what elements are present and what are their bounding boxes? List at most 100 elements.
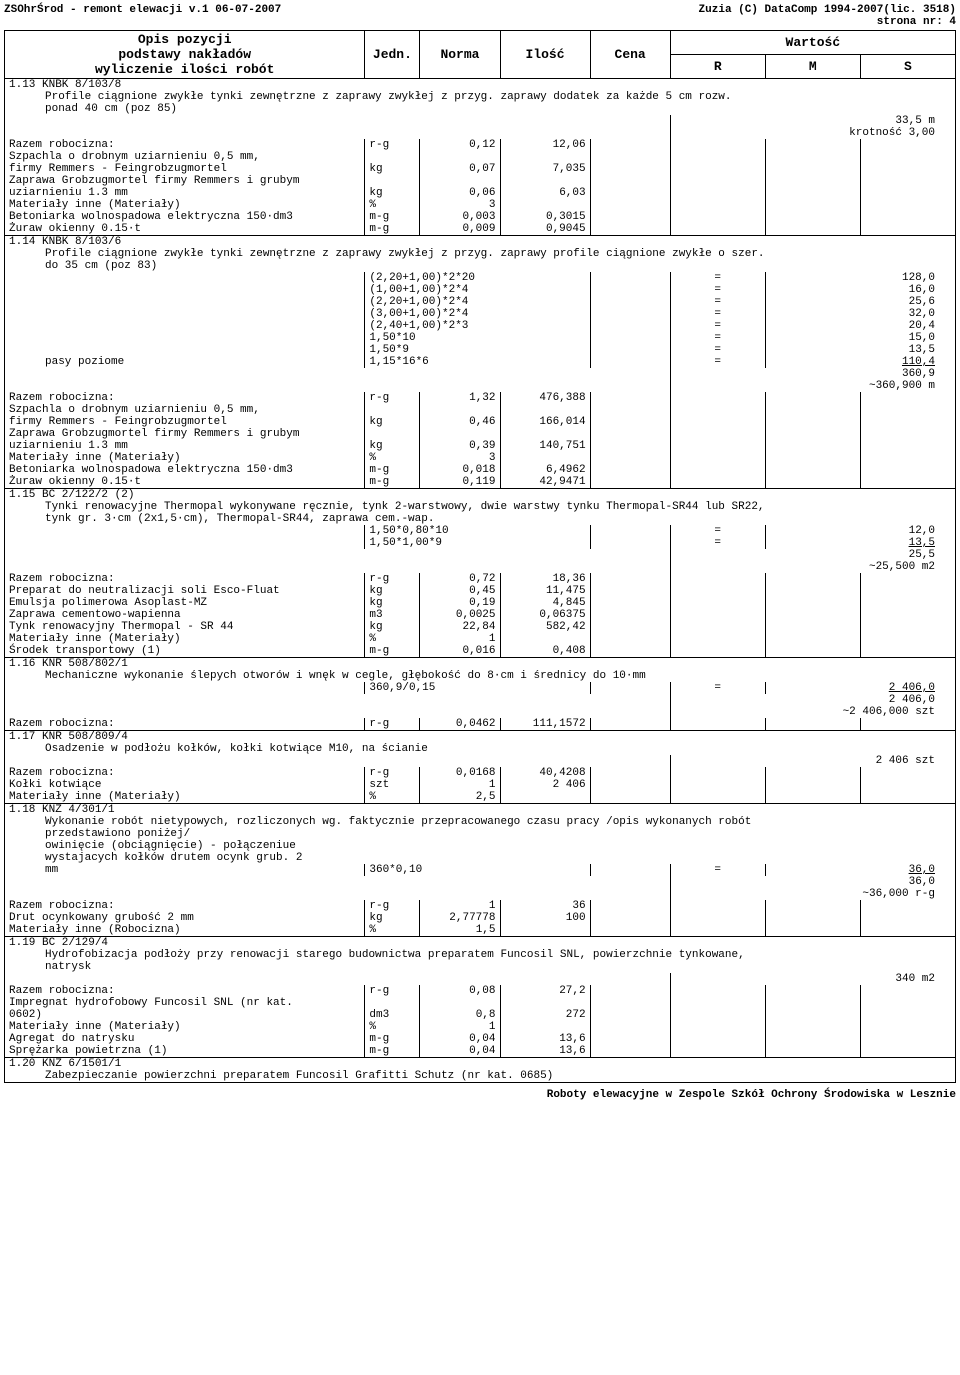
row-unit: kg xyxy=(365,621,420,633)
table-row: Materiały inne (Materiały)%1 xyxy=(5,1021,956,1033)
row-qty: 11,475 xyxy=(500,585,590,597)
s114-sum2: ~360,900 m xyxy=(670,380,955,392)
row-unit: m-g xyxy=(365,211,420,223)
row-label: firmy Remmers - Feingrobzugmortel xyxy=(5,163,365,175)
calc-result: 110,4 xyxy=(765,356,955,368)
row-label: Tynk renowacyjny Thermopal - SR 44 xyxy=(5,621,365,633)
row-unit: r-g xyxy=(365,767,420,779)
row-label: Agregat do natrysku xyxy=(5,1033,365,1045)
row-norma: 3 xyxy=(420,452,500,464)
row-qty: 166,014 xyxy=(500,416,590,428)
calc-result: 13,5 xyxy=(765,344,955,356)
table-row: Zaprawa cementowo-wapiennam30,00250,0637… xyxy=(5,609,956,621)
table-row: Emulsja polimerowa Asoplast-MZkg0,194,84… xyxy=(5,597,956,609)
s113-val: 33,5 m xyxy=(670,115,955,127)
s113-desc2: ponad 40 cm (poz 85) xyxy=(5,103,956,115)
row-unit: szt xyxy=(365,779,420,791)
top-bar: ZSOhrŚrod - remont elewacji v.1 06-07-20… xyxy=(4,4,956,28)
s114-code: 1.14 KNBK 8/103/6 xyxy=(5,236,956,249)
row-norma: 1,32 xyxy=(420,392,500,404)
row-label: uziarnieniu 1.3 mm xyxy=(5,440,365,452)
row-unit: m-g xyxy=(365,645,420,658)
row-label: Zaprawa Grobzugmortel firmy Remmers i gr… xyxy=(5,175,365,187)
row-norma xyxy=(420,997,500,1009)
row-qty: 111,1572 xyxy=(500,718,590,731)
calc-label: pasy poziome xyxy=(5,356,365,368)
calc-label xyxy=(5,308,365,320)
row-norma: 0,19 xyxy=(420,597,500,609)
row-qty: 18,36 xyxy=(500,573,590,585)
row-qty xyxy=(500,199,590,211)
calc-result: 32,0 xyxy=(765,308,955,320)
row-unit: kg xyxy=(365,585,420,597)
table-row: Żuraw okienny 0.15·tm-g0,11942,9471 xyxy=(5,476,956,489)
row-norma: 1 xyxy=(420,900,500,912)
row-unit: kg xyxy=(365,597,420,609)
calc-row: 1,50*0,80*10=12,0 xyxy=(5,525,956,537)
calc-formula: 1,50*1,00*9 xyxy=(365,537,590,549)
calc-eq: = xyxy=(670,356,765,368)
table-row: Żuraw okienny 0.15·tm-g0,0090,9045 xyxy=(5,223,956,236)
table-row: Impregnat hydrofobowy Funcosil SNL (nr k… xyxy=(5,997,956,1009)
calc-row: (1,00+1,00)*2*4=16,0 xyxy=(5,284,956,296)
row-label: Materiały inne (Materiały) xyxy=(5,452,365,464)
s117-val: 2 406 szt xyxy=(670,755,955,767)
s116-code: 1.16 KNR 508/802/1 xyxy=(5,658,956,671)
table-row: Razem robocizna:r-g1,32476,388 xyxy=(5,392,956,404)
row-unit xyxy=(365,151,420,163)
calc-eq: = xyxy=(670,537,765,549)
calc-eq: = xyxy=(670,344,765,356)
row-label: Sprężarka powietrzna (1) xyxy=(5,1045,365,1058)
header-left: ZSOhrŚrod - remont elewacji v.1 06-07-20… xyxy=(4,4,281,28)
table-row: Środek transportowy (1)m-g0,0160,408 xyxy=(5,645,956,658)
row-norma: 0,119 xyxy=(420,476,500,489)
table-row: firmy Remmers - Feingrobzugmortelkg0,077… xyxy=(5,163,956,175)
table-row: uziarnieniu 1.3 mmkg0,066,03 xyxy=(5,187,956,199)
s116-sum2: ~2 406,000 szt xyxy=(670,706,955,718)
row-unit: m-g xyxy=(365,1033,420,1045)
row-label: Materiały inne (Materiały) xyxy=(5,791,365,804)
calc-label xyxy=(5,525,365,537)
row-unit xyxy=(365,997,420,1009)
calc-result: 15,0 xyxy=(765,332,955,344)
row-unit: r-g xyxy=(365,718,420,731)
calc-label xyxy=(5,284,365,296)
header-right: Zuzia (C) DataComp 1994-2007(lic. 3518) … xyxy=(699,4,956,28)
table-row: Betoniarka wolnospadowa elektryczna 150·… xyxy=(5,464,956,476)
table-row: Zaprawa Grobzugmortel firmy Remmers i gr… xyxy=(5,175,956,187)
row-label: Impregnat hydrofobowy Funcosil SNL (nr k… xyxy=(5,997,365,1009)
s115-sum1: 25,5 xyxy=(670,549,955,561)
s115-code: 1.15 BC 2/122/2 (2) xyxy=(5,489,956,502)
row-unit: kg xyxy=(365,912,420,924)
row-label: Razem robocizna: xyxy=(5,900,365,912)
row-qty: 0,9045 xyxy=(500,223,590,236)
calc-formula: (2,20+1,00)*2*20 xyxy=(365,272,590,284)
row-qty xyxy=(500,452,590,464)
row-label: Szpachla o drobnym uziarnieniu 0,5 mm, xyxy=(5,151,365,163)
row-qty: 7,035 xyxy=(500,163,590,175)
calc-label xyxy=(5,320,365,332)
row-norma: 0,0462 xyxy=(420,718,500,731)
row-unit: dm3 xyxy=(365,1009,420,1021)
calc-row: 1,50*1,00*9=13,5 xyxy=(5,537,956,549)
row-qty xyxy=(500,404,590,416)
s118-code: 1.18 KNZ 4/301/1 xyxy=(5,804,956,817)
calc-eq: = xyxy=(670,296,765,308)
row-norma: 0,016 xyxy=(420,645,500,658)
s117-desc: Osadzenie w podłożu kołków, kołki kotwią… xyxy=(5,743,956,755)
row-qty xyxy=(500,428,590,440)
col-jedn: Jedn. xyxy=(365,31,420,79)
s118-calc-r: 36,0 xyxy=(765,864,955,876)
s115-sum2: ~25,500 m2 xyxy=(670,561,955,573)
table-row: Razem robocizna:r-g0,0827,2 xyxy=(5,985,956,997)
row-unit: % xyxy=(365,199,420,211)
s114-desc1: Profile ciągnione zwykłe tynki zewnętrzn… xyxy=(5,248,956,260)
row-unit xyxy=(365,428,420,440)
row-unit: kg xyxy=(365,416,420,428)
calc-row: (2,20+1,00)*2*4=25,6 xyxy=(5,296,956,308)
row-label: Preparat do neutralizacji soli Esco-Flua… xyxy=(5,585,365,597)
row-unit: r-g xyxy=(365,392,420,404)
row-unit xyxy=(365,404,420,416)
table-row: Kołki kotwiąceszt12 406 xyxy=(5,779,956,791)
table-row: Szpachla o drobnym uziarnieniu 0,5 mm, xyxy=(5,151,956,163)
